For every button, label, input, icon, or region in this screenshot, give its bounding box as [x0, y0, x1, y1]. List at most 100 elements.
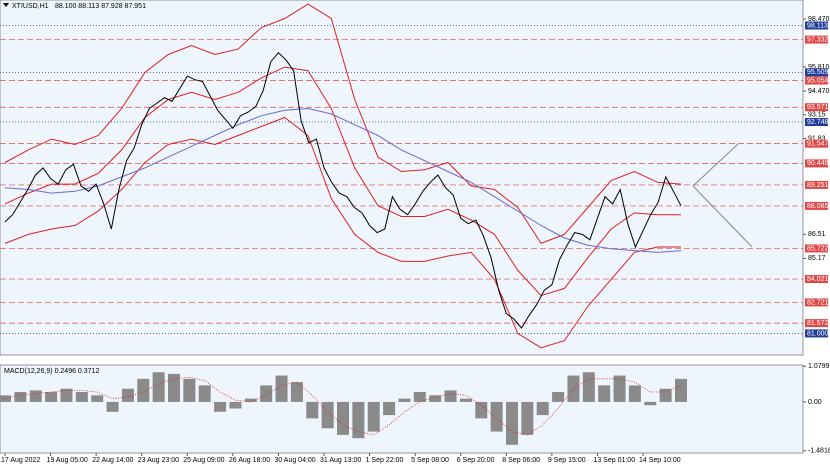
x-tick-label: 22 Aug 14:00 — [92, 457, 133, 464]
level-box — [805, 103, 828, 112]
level-label: 85.722 — [807, 245, 829, 252]
level-label: 89.251 — [807, 182, 829, 189]
level-label: 81.000 — [807, 330, 829, 337]
macd-bar — [229, 401, 242, 409]
level-label: 97.332 — [807, 36, 829, 43]
x-tick-label: 8 Sep 06:00 — [502, 457, 540, 464]
level-label: 81.572 — [807, 320, 829, 327]
level-label: 95.509 — [807, 69, 829, 76]
level-label: 88.085 — [807, 203, 829, 210]
macd-bar — [321, 401, 334, 429]
x-tick-label: 5 Sep 08:00 — [411, 457, 449, 464]
macd-bar — [214, 401, 227, 412]
macd-title: MACD(12,26,9) 0.2496 0.3712 — [4, 368, 99, 375]
x-tick-label: 17 Aug 2022 — [1, 457, 40, 464]
y-tick-label: 1.0799 — [808, 363, 830, 370]
y-tick-label: 0.00 — [808, 399, 822, 406]
level-box — [805, 319, 828, 328]
x-tick-label: 1 Sep 22:00 — [366, 457, 404, 464]
macd-bar — [137, 378, 150, 402]
chart-title: XTIUSD,H1 — [12, 3, 49, 10]
level-box — [805, 118, 828, 127]
level-box — [805, 201, 828, 210]
macd-bar — [45, 392, 58, 402]
quote: 88.100 88.113 87.928 87.951 — [55, 3, 146, 10]
menu-arrow[interactable] — [3, 3, 9, 7]
macd-bar — [367, 401, 380, 432]
macd-pane — [0, 364, 804, 454]
macd-bar — [60, 388, 73, 402]
indicator-line — [4, 66, 681, 297]
macd-bar — [536, 401, 549, 416]
level-label: 84.021 — [807, 276, 829, 283]
x-tick-label: 14 Sep 10:00 — [639, 457, 681, 464]
macd-bar — [506, 401, 518, 445]
x-tick-label: 9 Sep 15:00 — [548, 457, 586, 464]
main-pane — [0, 0, 804, 356]
y-tick-label: 91.83 — [808, 135, 826, 142]
macd-bar — [352, 401, 365, 439]
x-tick-label: 26 Aug 18:00 — [229, 457, 270, 464]
level-label: 98.113 — [807, 22, 828, 29]
macd-bar — [75, 392, 88, 402]
level-box — [805, 159, 828, 168]
x-tick-label: 6 Sep 20:00 — [457, 457, 495, 464]
y-tick-label: 93.15 — [808, 112, 826, 119]
indicator-line — [4, 107, 682, 253]
x-tick-label: 31 Aug 13:00 — [320, 457, 361, 464]
macd-bar — [429, 395, 442, 402]
x-tick-label: 13 Sep 01:00 — [593, 457, 635, 464]
level-box — [805, 275, 828, 284]
macd-bar — [413, 392, 426, 402]
y-tick-label: 86.51 — [808, 231, 826, 238]
level-box — [805, 21, 828, 30]
macd-bar — [628, 385, 641, 402]
level-box — [805, 76, 828, 85]
y-tick-label: 95.810 — [808, 64, 830, 71]
macd-bar — [91, 395, 104, 402]
level-box — [805, 180, 828, 189]
macd-bar — [290, 382, 303, 402]
macd-bar — [29, 390, 42, 402]
y-tick-label: -1.4818 — [808, 448, 830, 455]
macd-bar — [306, 401, 319, 419]
macd-bar — [659, 388, 672, 402]
x-tick-label: 23 Aug 23:00 — [138, 457, 179, 464]
macd-bar — [521, 401, 534, 435]
indicator-line — [4, 3, 682, 245]
macd-bar — [198, 385, 211, 402]
macd-bar — [14, 392, 27, 402]
macd-bar — [444, 390, 457, 402]
macd-bar — [121, 388, 134, 402]
macd-bar — [383, 401, 396, 416]
level-box — [805, 35, 828, 44]
y-tick-label: 85.17 — [808, 255, 826, 262]
level-label: 93.571 — [807, 104, 829, 111]
macd-bar — [598, 385, 611, 402]
macd-bar — [552, 392, 565, 402]
macd-bar — [567, 375, 580, 402]
level-label: 91.547 — [807, 140, 829, 147]
macd-bar — [183, 378, 196, 402]
macd-bar — [106, 401, 119, 412]
price-line — [4, 51, 682, 329]
macd-bar — [275, 375, 288, 402]
macd-bar — [490, 401, 503, 432]
macd-bar — [582, 372, 595, 402]
level-box — [805, 298, 828, 307]
x-tick-label: 30 Aug 04:00 — [274, 457, 315, 464]
x-tick-label: 19 Aug 05:00 — [47, 457, 88, 464]
level-label: 92.748 — [807, 119, 829, 126]
level-label: 90.449 — [807, 160, 829, 167]
macd-bar — [168, 373, 180, 402]
level-box — [805, 139, 828, 148]
level-label: 82.721 — [807, 299, 829, 306]
level-box — [805, 68, 828, 77]
macd-bar — [152, 372, 165, 402]
level-box — [805, 329, 828, 338]
level-box — [805, 244, 828, 253]
macd-bar — [675, 378, 687, 402]
level-label: 95.054 — [807, 77, 829, 84]
macd-bar — [398, 398, 411, 402]
